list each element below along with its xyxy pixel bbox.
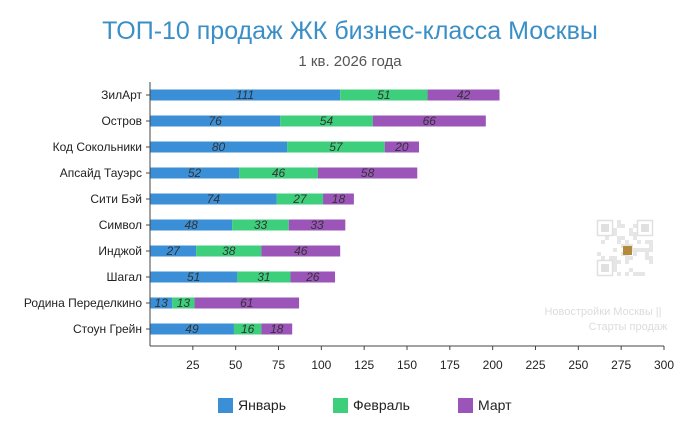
- watermark-line2: Старты продаж: [589, 321, 668, 333]
- bar-segment: [150, 89, 341, 101]
- bar-segment: [150, 271, 238, 283]
- bar-segment: [194, 297, 300, 309]
- bar-value-label: 54: [320, 114, 334, 128]
- legend-swatch: [333, 398, 348, 413]
- x-tick-label: 275: [611, 358, 631, 372]
- bar-value-label: 74: [207, 192, 221, 206]
- bar-segment: [150, 297, 173, 309]
- bar-segment: [280, 115, 373, 127]
- legend-swatch: [458, 398, 473, 413]
- bar-value-label: 20: [394, 140, 409, 154]
- bar-value-label: 111: [236, 88, 254, 102]
- chart-title: ТОП-10 продаж ЖК бизнес-класса Москвы: [102, 17, 598, 45]
- bar-value-label: 33: [254, 218, 268, 232]
- x-tick-label: 75: [272, 358, 286, 372]
- x-tick-label: 300: [654, 358, 674, 372]
- bar-value-label: 27: [292, 192, 308, 206]
- bar-segment: [287, 141, 385, 153]
- bar-segment: [150, 167, 240, 179]
- bar-value-label: 27: [165, 244, 181, 258]
- bar-value-label: 80: [212, 140, 226, 154]
- category-label: Код Сокольники: [53, 140, 142, 154]
- legend-entry: Март: [478, 397, 512, 413]
- category-label: Шагал: [107, 270, 142, 284]
- bar-value-label: 49: [185, 322, 199, 336]
- legend-entry: Февраль: [353, 397, 410, 413]
- watermark: Новостройки Москвы || Старты продаж: [544, 219, 668, 333]
- bar-segment: [261, 245, 341, 257]
- x-tick-label: 25: [186, 358, 200, 372]
- bar-segment: [239, 167, 318, 179]
- bar-segment: [233, 323, 262, 335]
- category-labels: ЗилАрт Остров Код Сокольники Апсайд Тауэрс С…: [24, 88, 150, 336]
- category-label: Инджой: [98, 244, 142, 258]
- bar-value-label: 18: [270, 322, 284, 336]
- x-tick-label: 225: [525, 358, 545, 372]
- category-label: Стоун Грейн: [73, 322, 142, 336]
- bar-segment: [172, 297, 195, 309]
- x-tick-label: 200: [483, 358, 503, 372]
- bar-value-label: 13: [154, 296, 168, 310]
- chart-subtitle: 1 кв. 2026 года: [298, 53, 402, 70]
- bar-segment: [150, 115, 281, 127]
- x-tick-label: 175: [440, 358, 460, 372]
- bar-value-label: 52: [188, 166, 202, 180]
- x-tick-label: 250: [568, 358, 588, 372]
- legend-swatch: [218, 398, 233, 413]
- bar-segment: [150, 141, 288, 153]
- bar-value-label: 46: [272, 166, 286, 180]
- bar-value-label: 58: [361, 166, 375, 180]
- bar-value-label: 46: [294, 244, 308, 258]
- category-label: ЗилАрт: [101, 88, 142, 102]
- bar-value-label: 61: [240, 296, 253, 310]
- bar-segment: [237, 271, 291, 283]
- bar-segment: [427, 89, 500, 101]
- x-tick-label: 150: [397, 358, 417, 372]
- x-tick-label: 50: [229, 358, 243, 372]
- bar-segment: [276, 193, 324, 205]
- bar-value-label: 42: [457, 88, 471, 102]
- bar-segment: [196, 245, 262, 257]
- bar-segment: [261, 323, 293, 335]
- bar-segment: [150, 193, 277, 205]
- bar-segment: [323, 193, 354, 205]
- bar-segment: [317, 167, 418, 179]
- bar-segment: [288, 219, 346, 231]
- bar-segment: [150, 323, 234, 335]
- qr-code-icon: [596, 219, 654, 277]
- category-label: Символ: [99, 218, 142, 232]
- bar-segment: [150, 245, 197, 257]
- bar-segment: [384, 141, 419, 153]
- category-label: Апсайд Тауэрс: [60, 166, 142, 180]
- bar-value-label: 33: [310, 218, 324, 232]
- bar-value-label: 38: [222, 244, 236, 258]
- bar-segment: [150, 219, 233, 231]
- bar-value-label: 76: [208, 114, 222, 128]
- legend: Январь Февраль Март: [218, 397, 512, 413]
- x-tick-label: 100: [311, 358, 331, 372]
- bar-segment: [372, 115, 486, 127]
- x-tick-label: 125: [354, 358, 374, 372]
- bar-value-label: 16: [241, 322, 255, 336]
- bar-value-label: 57: [329, 140, 344, 154]
- category-label: Остров: [101, 114, 142, 128]
- bar-value-label: 31: [257, 270, 270, 284]
- category-label: Родина Переделкино: [24, 296, 142, 310]
- bar-value-label: 48: [184, 218, 198, 232]
- bar-value-label: 51: [187, 270, 200, 284]
- bar-value-label: 66: [423, 114, 437, 128]
- bar-segment: [290, 271, 336, 283]
- x-axis: 25 50 75 100 125 150 175 200 225 250 275 300: [149, 82, 674, 372]
- bar-value-label: 18: [332, 192, 346, 206]
- legend-entry: Январь: [238, 397, 286, 413]
- bar-value-label: 13: [177, 296, 191, 310]
- bar-segment: [340, 89, 428, 101]
- bar-value-label: 51: [377, 88, 390, 102]
- watermark-line1: Новостройки Москвы ||: [544, 306, 661, 318]
- category-label: Сити Бэй: [90, 192, 142, 206]
- bar-segment: [232, 219, 289, 231]
- bar-value-label: 26: [305, 270, 320, 284]
